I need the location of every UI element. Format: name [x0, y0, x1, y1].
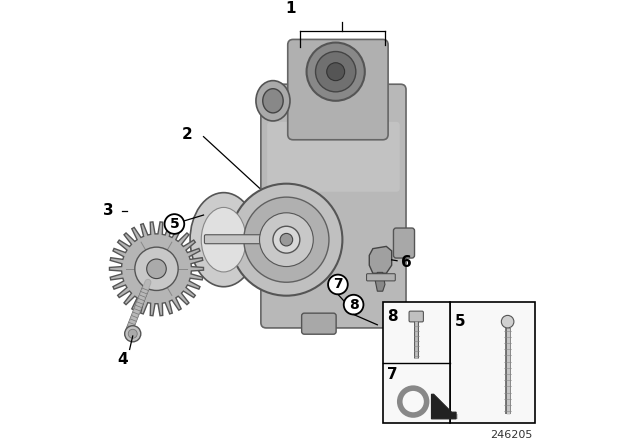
Polygon shape — [431, 394, 456, 419]
Circle shape — [326, 63, 344, 81]
FancyBboxPatch shape — [301, 313, 336, 334]
FancyBboxPatch shape — [261, 84, 406, 328]
Text: 3: 3 — [103, 203, 114, 218]
FancyBboxPatch shape — [288, 39, 388, 140]
Circle shape — [400, 388, 427, 415]
Text: 2: 2 — [182, 127, 192, 142]
Circle shape — [244, 197, 329, 282]
FancyBboxPatch shape — [409, 311, 424, 322]
Circle shape — [501, 315, 514, 328]
FancyBboxPatch shape — [267, 122, 400, 192]
Bar — [434, 414, 458, 419]
Polygon shape — [369, 246, 392, 273]
Circle shape — [316, 52, 356, 92]
Text: 7: 7 — [333, 277, 343, 292]
Polygon shape — [109, 222, 204, 316]
Text: 1: 1 — [285, 1, 296, 16]
Circle shape — [344, 295, 364, 314]
Text: 5: 5 — [455, 314, 466, 328]
Ellipse shape — [256, 81, 290, 121]
FancyBboxPatch shape — [204, 235, 275, 244]
Circle shape — [260, 213, 314, 267]
Ellipse shape — [263, 89, 283, 113]
FancyBboxPatch shape — [367, 274, 396, 281]
Text: 8: 8 — [349, 297, 358, 312]
Text: 7: 7 — [387, 367, 398, 382]
Bar — [450, 302, 535, 423]
Polygon shape — [375, 272, 385, 291]
Circle shape — [135, 247, 178, 290]
Circle shape — [328, 275, 348, 294]
Circle shape — [164, 214, 184, 234]
Circle shape — [128, 329, 137, 338]
Circle shape — [273, 226, 300, 253]
Circle shape — [280, 233, 292, 246]
Text: 5: 5 — [170, 217, 179, 231]
Circle shape — [125, 326, 141, 342]
Text: 8: 8 — [387, 309, 398, 324]
Circle shape — [307, 43, 365, 101]
Text: 6: 6 — [401, 254, 412, 270]
Circle shape — [147, 259, 166, 279]
Ellipse shape — [190, 193, 257, 287]
FancyBboxPatch shape — [394, 228, 415, 258]
Circle shape — [230, 184, 342, 296]
Bar — [383, 302, 450, 423]
Text: 4: 4 — [118, 352, 128, 366]
Ellipse shape — [201, 207, 246, 272]
Text: 246205: 246205 — [490, 430, 532, 440]
